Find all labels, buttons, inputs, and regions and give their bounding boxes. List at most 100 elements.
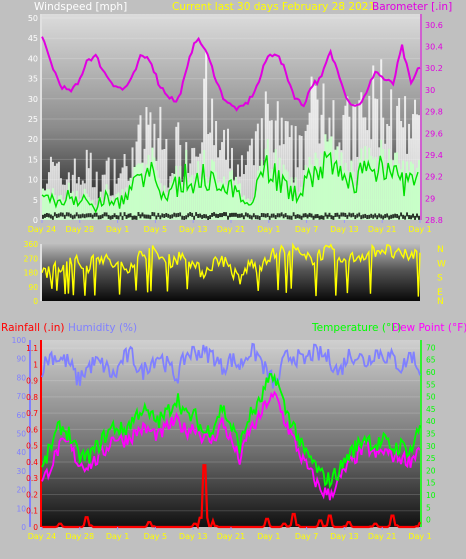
wind-calm-bar [392,214,395,219]
wind-calm-bar [55,213,58,218]
wind-calm-bar [143,214,146,219]
wind-light-bar [209,182,212,220]
wind-light-bar [49,197,52,220]
wind-calm-bar [342,212,345,217]
wind-calm-bar [304,213,307,218]
wind-calm-bar [43,213,46,218]
wind-light-bar [236,184,239,220]
wind-calm-bar [201,214,204,219]
barometer-line [41,36,421,112]
direction-tick-label: 90 [28,283,38,292]
wind-gust-bar [221,142,224,220]
wind-calm-bar [416,213,419,218]
wind-light-bar [191,174,194,220]
wind-calm-bar [71,215,74,220]
wind-light-bar [183,184,186,220]
wind-light-bar [328,138,331,220]
wind-calm-bar [334,212,337,217]
wind-light-bar [197,161,200,220]
wind-gust-bar [101,174,104,220]
wind-gust-bar [244,164,247,220]
compass-label: W [437,259,446,269]
wind-calm-bar [181,215,184,220]
x-tick-label: Day 1 [257,532,280,541]
temperature-tick-label: 10 [426,491,436,500]
wind-light-bar [141,162,144,220]
wind-calm-bar [348,212,351,217]
wind-calm-bar [312,215,315,220]
wind-light-bar [382,148,385,220]
wind-light-bar [342,170,345,220]
wind-light-bar [42,188,44,220]
wind-calm-bar [69,213,72,218]
wind-calm-bar [402,214,405,219]
wind-light-bar [75,190,78,220]
temperature-tick-label: 30 [426,442,436,451]
wind-light-bar [262,165,265,220]
wind-calm-bar [207,215,210,220]
wind-calm-bar [332,215,335,220]
wind-calm-bar [129,213,132,218]
wind-calm-bar [394,213,397,218]
wind-calm-bar [141,212,144,217]
wind-light-bar [330,136,333,220]
wind-calm-bar [356,213,359,218]
wind-calm-bar [324,212,327,217]
wind-calm-bar [49,214,52,219]
wind-light-bar [396,152,399,220]
wind-calm-bar [57,213,60,218]
x-tick-label: Day 21 [217,532,246,541]
wind-light-bar [266,139,269,220]
wind-light-bar [229,171,231,220]
right-tick-label: 29 [425,194,435,203]
wind-calm-bar [326,214,329,219]
compass-label: N [437,245,444,255]
humidity-axis-title: Humidity (%) [68,322,137,334]
direction-tick-label: 0 [33,297,38,306]
wind-light-bar [338,165,341,220]
wind-light-bar [304,165,307,220]
wind-light-bar [352,171,355,220]
wind-light-bar [193,186,196,220]
temperature-tick-label: 15 [426,479,436,488]
wind-light-bar [272,171,275,220]
wind-gust-bar [414,99,417,220]
chart-main-title: Current last 30 days February 28 2021 [172,1,375,13]
wind-light-bar [45,189,48,220]
wind-gust-bar [286,121,289,220]
wind-light-bar [201,178,204,220]
wind-calm-bar [258,215,261,220]
left-tick-label: 10 [28,176,38,185]
wind-light-bar [320,153,323,220]
wind-calm-bar [219,213,222,218]
humidity-tick-label: 20 [16,486,26,495]
wind-calm-bar [153,212,156,217]
wind-light-bar [187,182,190,220]
wind-light-bar [115,194,118,220]
humidity-tick-label: 50 [16,430,26,439]
wind-light-bar [314,152,317,220]
wind-calm-bar [63,214,66,219]
wind-light-bar [205,176,208,220]
wind-light-bar [207,182,210,220]
rain-humidity-temperature-panel: 010203040506070809010000.10.20.30.40.50.… [12,336,436,541]
wind-light-bar [292,196,295,220]
compass-label: E [437,288,443,298]
humidity-tick-label: 30 [16,467,26,476]
wind-light-bar [264,148,267,220]
wind-light-bar [288,193,291,220]
wind-light-bar [55,203,58,220]
wind-light-bar [63,200,66,220]
wind-calm-bar [187,213,190,218]
wind-gust-bar [280,117,283,220]
wind-calm-bar [282,214,285,219]
wind-light-bar [211,159,214,220]
wind-calm-bar [328,212,331,217]
wind-gust-bar [376,99,379,220]
wind-light-bar [246,198,249,220]
x-tick-label: Day 28 [66,532,95,541]
left-tick-label: 30 [28,95,38,104]
rainfall-axis-title: Rainfall (.in) [1,322,64,334]
wind-gust-bar [49,156,52,220]
humidity-tick-label: 80 [16,373,26,382]
